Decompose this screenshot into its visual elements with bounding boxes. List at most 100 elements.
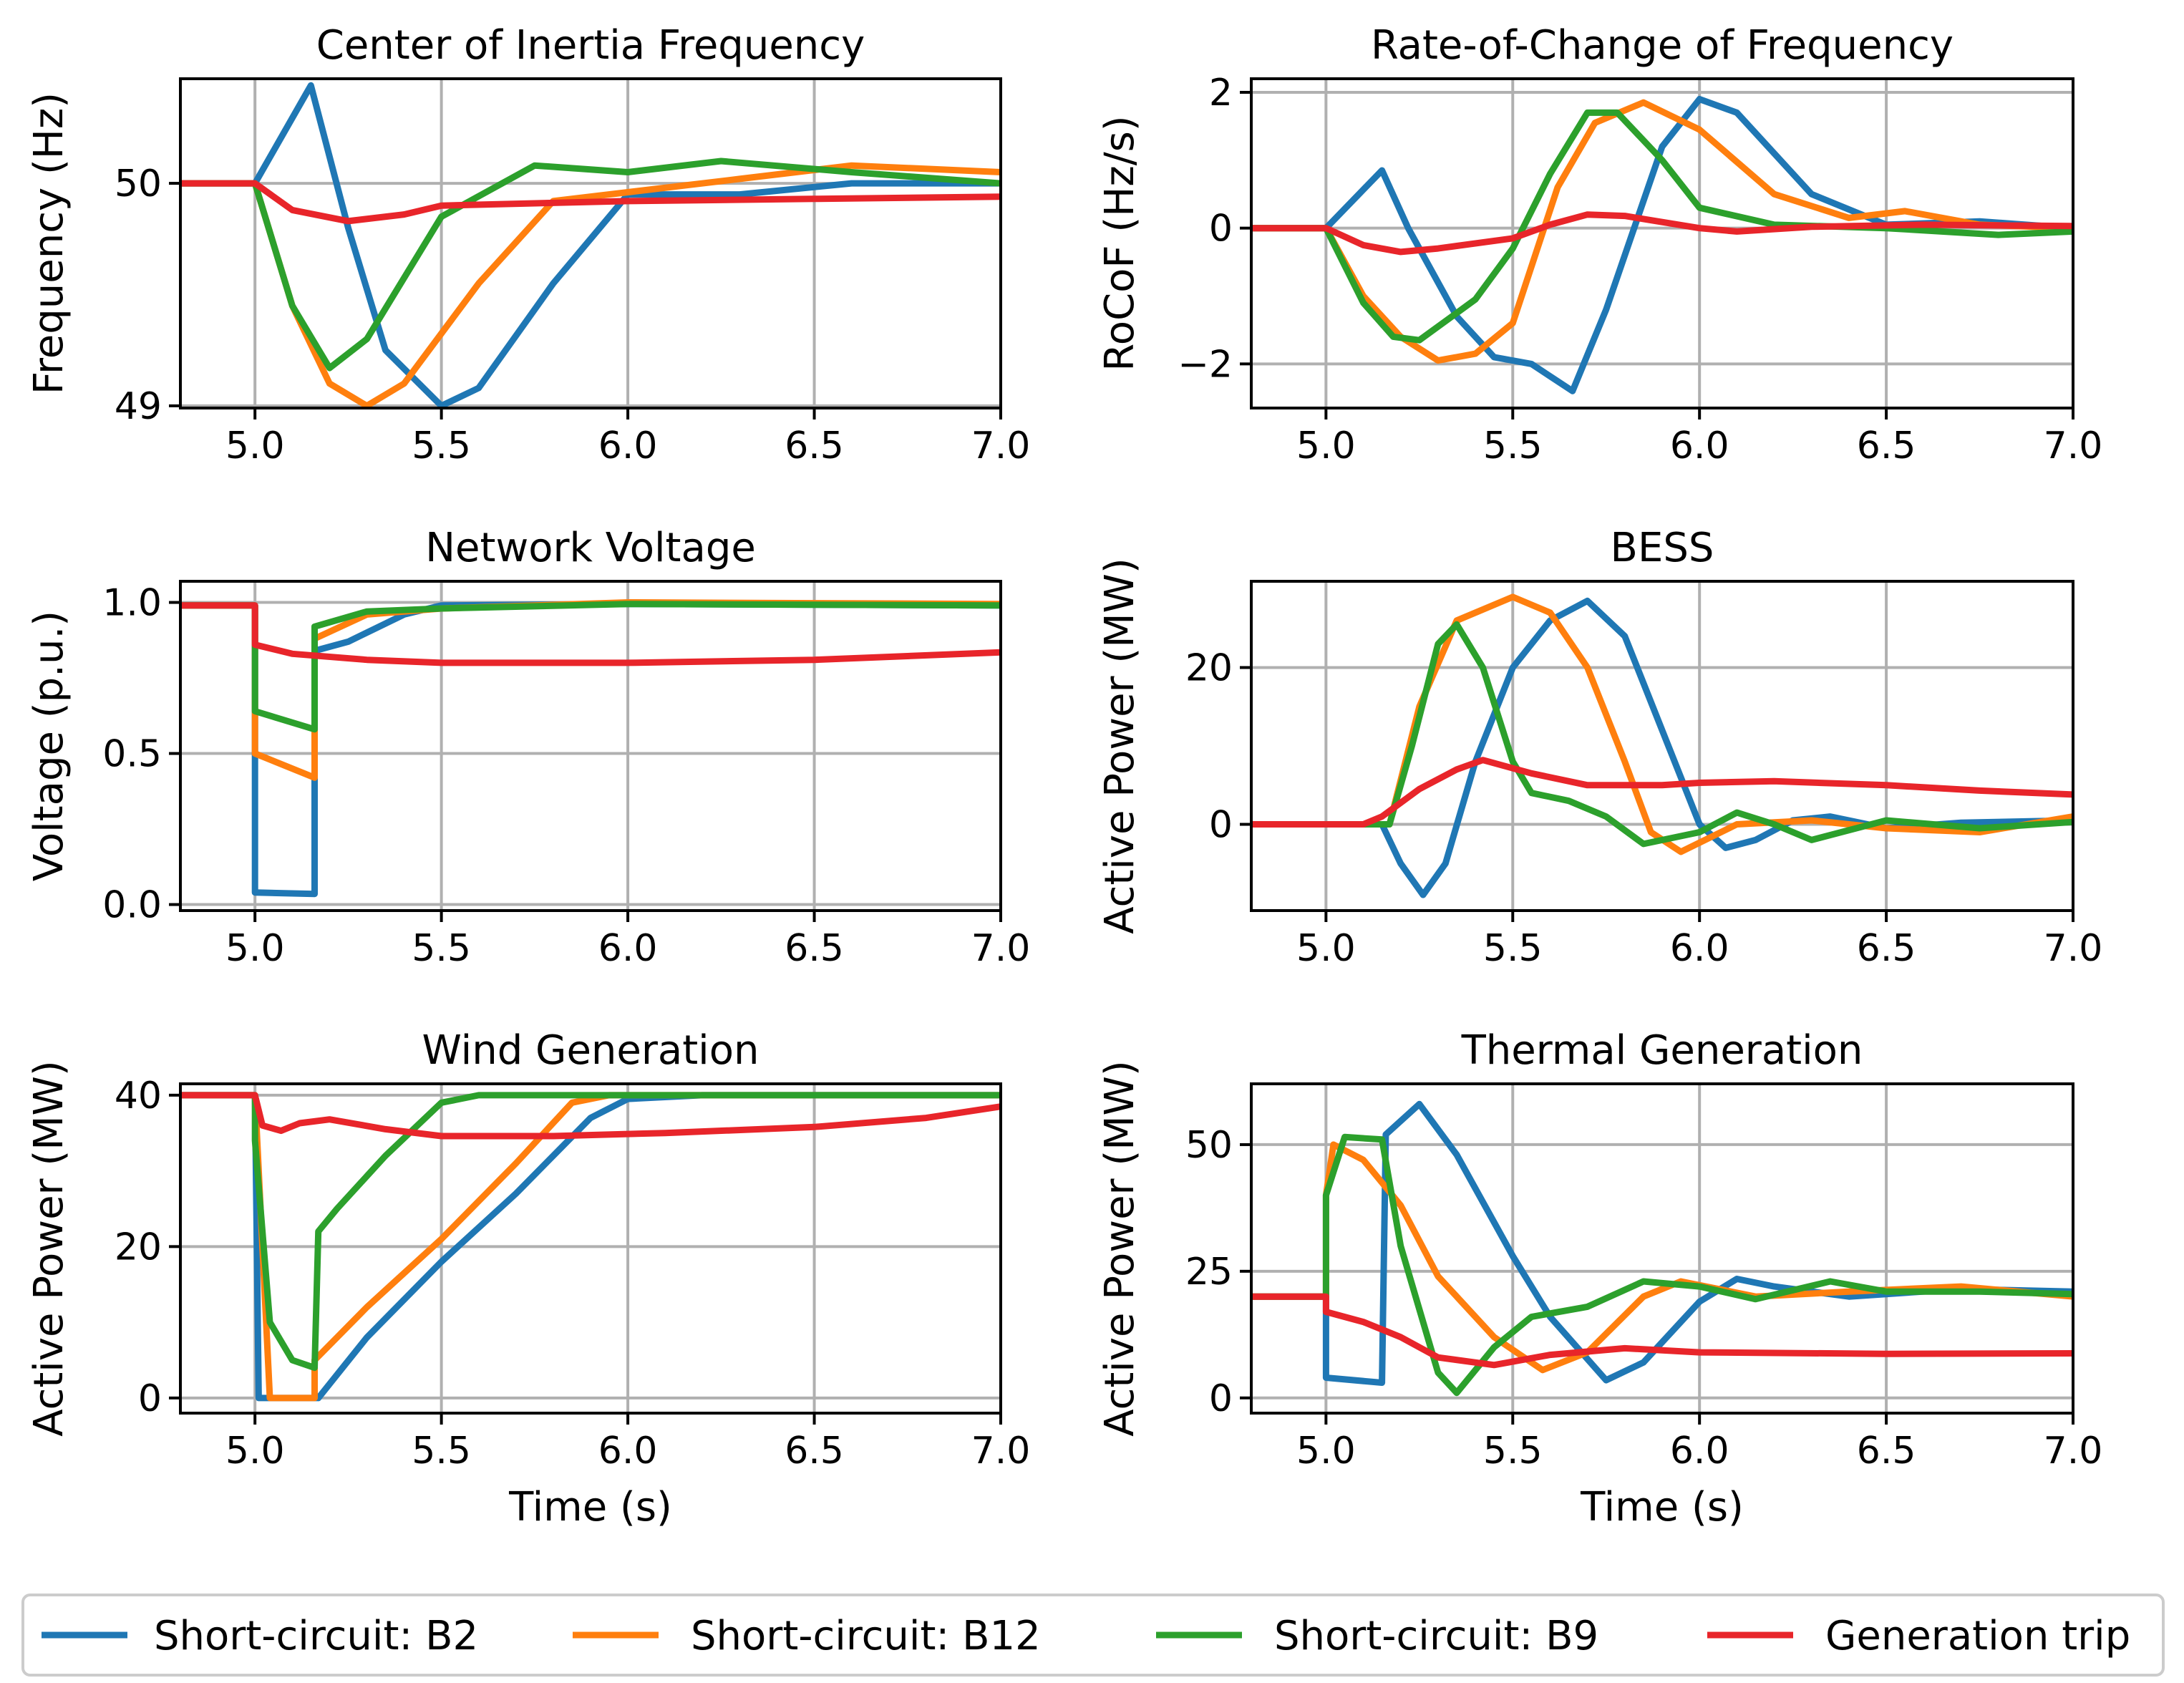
legend-label-b9: Short-circuit: B9 <box>1274 1613 1598 1659</box>
x-axis-label: Time (s) <box>508 1484 672 1531</box>
subplot-title: Center of Inertia Frequency <box>316 22 865 69</box>
series-line-1 <box>1251 96 2073 394</box>
subplot-title: BESS <box>1611 525 1714 571</box>
x-tick-label-0: 5.0 <box>1296 1430 1356 1473</box>
subplot-title: Rate-of-Change of Frequency <box>1371 22 1954 69</box>
subplot-title: Wind Generation <box>422 1027 759 1074</box>
series-group <box>1251 1100 2073 1397</box>
y-tick-label-0: 0 <box>138 1377 162 1420</box>
series-line-2 <box>180 599 1001 781</box>
x-tick-label-0: 5.0 <box>225 425 285 467</box>
x-tick-label-3: 6.5 <box>785 927 844 970</box>
x-tick-label-4: 7.0 <box>2044 1430 2103 1473</box>
y-tick-label-0: −2 <box>1178 343 1233 386</box>
y-axis-label: Active Power (MW) <box>1097 1060 1143 1437</box>
y-tick-label-1: 0.5 <box>102 733 162 776</box>
x-tick-label-1: 5.5 <box>412 425 471 467</box>
y-tick-label-2: 40 <box>115 1075 162 1117</box>
grid <box>1251 581 2074 911</box>
subplot-title: Thermal Generation <box>1461 1027 1863 1074</box>
legend-label-gentrip: Generation trip <box>1825 1613 2130 1659</box>
grid <box>1251 79 2074 408</box>
subplot-2: 5.0 5.5 6.0 6.5 7.0 −2 0 2 Rate-of-Change of Fre… <box>1097 22 2102 467</box>
x-tick-label-3: 6.5 <box>785 425 844 467</box>
series-line-3 <box>1251 621 2073 848</box>
series-line-4 <box>180 602 1001 666</box>
x-tick-label-4: 7.0 <box>971 1430 1031 1473</box>
legend: Short-circuit: B2 Short-circuit: B12 Sho… <box>21 1594 2165 1677</box>
y-tick-label-2: 2 <box>1209 72 1233 115</box>
y-tick-label-0: 0 <box>1209 804 1233 847</box>
legend-box <box>21 1594 2165 1677</box>
series-line-1 <box>180 82 1001 408</box>
y-tick-label-2: 50 <box>1185 1124 1233 1167</box>
x-tick-label-0: 5.0 <box>225 1430 285 1473</box>
series-line-4 <box>180 180 1001 225</box>
series-group <box>180 599 1001 898</box>
x-tick-label-3: 6.5 <box>1857 927 1916 970</box>
x-tick-label-1: 5.5 <box>1483 927 1543 970</box>
axes-frame <box>1250 580 2074 912</box>
x-tick-label-4: 7.0 <box>2044 425 2103 467</box>
series-line-2 <box>1251 1141 2073 1374</box>
x-tick-label-2: 6.0 <box>1670 927 1729 970</box>
x-tick-label-1: 5.5 <box>1483 425 1543 467</box>
series-line-3 <box>1251 1133 2073 1397</box>
subplot-5: 5.0 5.5 6.0 6.5 7.0 0 20 40 Wind Generation Activ… <box>26 1027 1030 1531</box>
y-tick-label-0: 0 <box>1209 1377 1233 1420</box>
series-group <box>180 82 1001 408</box>
series-line-4 <box>1251 757 2073 828</box>
series-line-4 <box>1251 1293 2073 1369</box>
axes-frame <box>179 580 1002 912</box>
legend-label-b2: Short-circuit: B2 <box>154 1613 478 1659</box>
x-tick-label-1: 5.5 <box>412 1430 471 1473</box>
x-tick-label-4: 7.0 <box>971 425 1031 467</box>
y-tick-label-1: 20 <box>1185 646 1233 689</box>
x-tick-label-2: 6.0 <box>598 1430 658 1473</box>
series-line-1 <box>1251 597 2073 898</box>
y-tick-label-0: 49 <box>115 385 162 428</box>
axes-frame <box>179 77 1002 409</box>
x-axis-label: Time (s) <box>1580 1484 1744 1531</box>
x-tick-label-3: 6.5 <box>785 1430 844 1473</box>
subplot-grid: 5.0 5.5 6.0 6.5 7.0 49 50 Center of Inertia Fre… <box>26 22 2102 1531</box>
y-tick-label-1: 25 <box>1185 1251 1233 1294</box>
y-tick-label-1: 50 <box>115 163 162 205</box>
axes-frame <box>1250 1082 2074 1415</box>
x-tick-label-2: 6.0 <box>1670 425 1729 467</box>
grid <box>180 581 1002 911</box>
y-tick-label-0: 0.0 <box>102 884 162 927</box>
series-group <box>1251 96 2073 394</box>
grid <box>1251 1084 2074 1413</box>
y-axis-label: RoCoF (Hz/s) <box>1097 115 1143 371</box>
axes-frame <box>179 1082 1002 1415</box>
y-axis-label: Active Power (MW) <box>1097 558 1143 934</box>
series-group <box>1251 593 2073 898</box>
axes-frame <box>1250 77 2074 409</box>
x-tick-label-0: 5.0 <box>225 927 285 970</box>
subplot-4: 5.0 5.5 6.0 6.5 7.0 0 20 BESS Active Power (MW) <box>1097 525 2102 970</box>
legend-label-b12: Short-circuit: B12 <box>691 1613 1041 1659</box>
series-line-3 <box>180 157 1001 372</box>
x-tick-label-0: 5.0 <box>1296 425 1356 467</box>
x-tick-label-1: 5.5 <box>1483 1430 1543 1473</box>
x-tick-label-2: 6.0 <box>598 927 658 970</box>
y-axis-label: Active Power (MW) <box>26 1060 72 1437</box>
x-tick-label-0: 5.0 <box>1296 927 1356 970</box>
subplot-1: 5.0 5.5 6.0 6.5 7.0 49 50 Center of Inertia Fre… <box>26 22 1030 467</box>
x-tick-label-4: 7.0 <box>971 927 1031 970</box>
x-tick-label-4: 7.0 <box>2044 927 2103 970</box>
x-tick-label-1: 5.5 <box>412 927 471 970</box>
x-tick-label-3: 6.5 <box>1857 425 1916 467</box>
series-line-2 <box>1251 99 2073 364</box>
subplot-6: 5.0 5.5 6.0 6.5 7.0 0 25 50 Thermal Generation Ac… <box>1097 1027 2102 1531</box>
subplot-3: 5.0 5.5 6.0 6.5 7.0 0.0 0.5 1.0 Network Voltage V… <box>26 525 1030 970</box>
y-tick-label-1: 20 <box>115 1226 162 1269</box>
subplot-title: Network Voltage <box>425 525 756 571</box>
series-line-1 <box>180 601 1001 898</box>
x-tick-label-2: 6.0 <box>1670 1430 1729 1473</box>
y-axis-label: Frequency (Hz) <box>26 92 72 394</box>
x-tick-label-3: 6.5 <box>1857 1430 1916 1473</box>
series-group <box>180 1092 1001 1402</box>
